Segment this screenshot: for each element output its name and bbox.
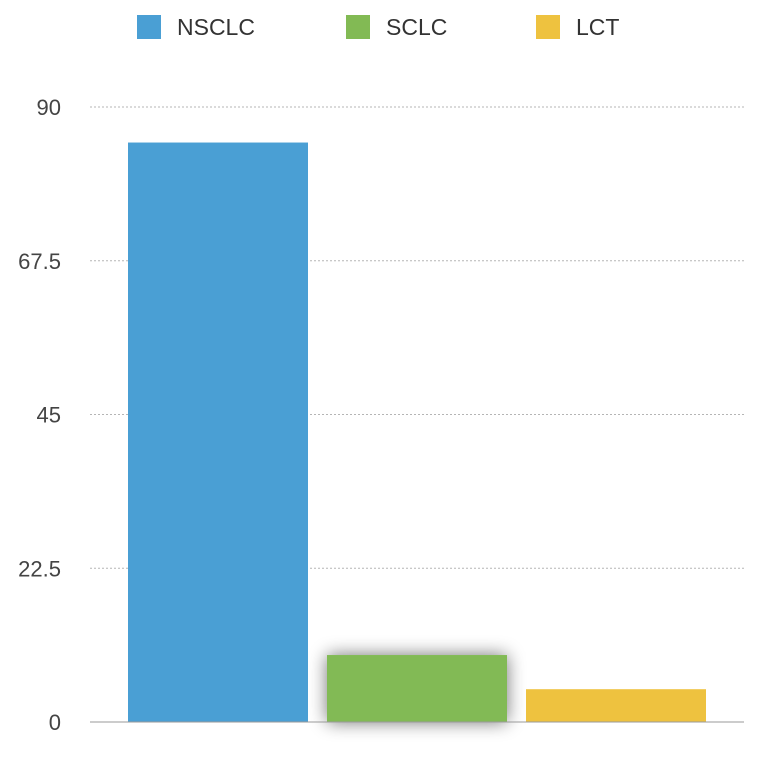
legend-label: NSCLC bbox=[177, 14, 255, 40]
y-tick-label: 90 bbox=[37, 95, 61, 120]
bar-lct bbox=[526, 689, 706, 722]
legend-item-sclc: SCLC bbox=[346, 14, 447, 40]
legend-swatch bbox=[137, 15, 161, 39]
legend-item-lct: LCT bbox=[536, 14, 619, 40]
y-tick-label: 45 bbox=[37, 403, 61, 428]
bars bbox=[128, 142, 706, 723]
y-tick-label: 0 bbox=[49, 710, 61, 735]
legend-item-nsclc: NSCLC bbox=[137, 14, 255, 40]
y-tick-label: 67.5 bbox=[18, 249, 61, 274]
legend-swatch bbox=[346, 15, 370, 39]
legend-swatch bbox=[536, 15, 560, 39]
y-axis-tick-labels: 0 22.5 45 67.5 90 bbox=[18, 95, 61, 735]
legend: NSCLC SCLC LCT bbox=[137, 14, 619, 40]
y-tick-label: 22.5 bbox=[18, 556, 61, 581]
bar-sclc bbox=[327, 655, 507, 722]
bar-nsclc bbox=[128, 142, 308, 723]
legend-label: SCLC bbox=[386, 14, 447, 40]
legend-label: LCT bbox=[576, 14, 619, 40]
